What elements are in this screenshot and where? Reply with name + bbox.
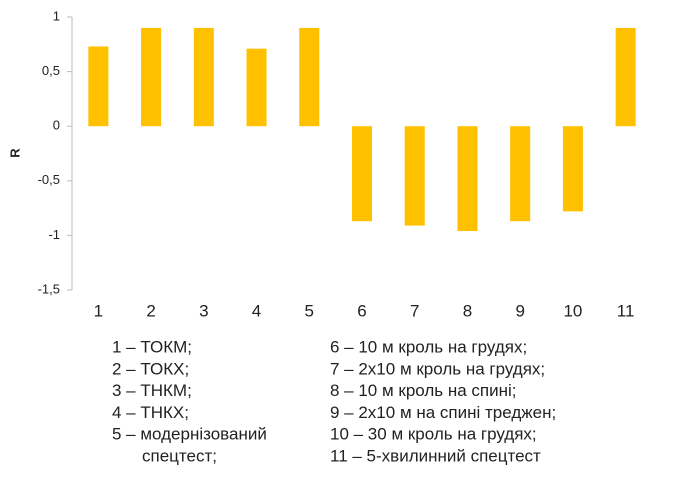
bar — [457, 126, 478, 232]
bar — [299, 27, 320, 127]
legend-note: 5 – модернізований — [112, 425, 267, 444]
bar — [510, 126, 531, 222]
y-tick-label: 0,5 — [42, 63, 60, 78]
legend-note: 8 – 10 м кроль на спині; — [330, 381, 517, 400]
legend-note: 3 – ТНКМ; — [112, 381, 192, 400]
legend-note: 2 – ТОКХ; — [112, 359, 189, 378]
legend-note: 4 – ТНКХ; — [112, 403, 189, 422]
legend-note: 7 – 2х10 м кроль на грудях; — [330, 359, 545, 378]
legend-note: 1 – ТОКМ; — [112, 337, 192, 356]
legend-note: спецтест; — [142, 446, 217, 465]
x-tick-label: 4 — [252, 301, 261, 320]
x-tick-label: 10 — [563, 301, 582, 320]
bar — [562, 126, 583, 212]
x-tick-label: 9 — [515, 301, 524, 320]
y-tick-label: -1 — [48, 227, 60, 242]
bar — [141, 27, 162, 127]
y-tick-label: 0 — [53, 118, 60, 133]
bar — [88, 46, 109, 127]
x-tick-label: 11 — [617, 301, 635, 320]
x-tick-label: 2 — [146, 301, 155, 320]
bar — [404, 126, 425, 226]
x-tick-label: 1 — [94, 301, 103, 320]
x-tick-label: 6 — [357, 301, 366, 320]
bar — [351, 126, 373, 222]
x-tick-label: 7 — [410, 301, 419, 320]
legend-note: 10 – 30 м кроль на грудях; — [330, 425, 537, 444]
y-tick-label: -1,5 — [38, 281, 60, 296]
x-tick-label: 5 — [305, 301, 314, 320]
x-tick-label: 8 — [463, 301, 472, 320]
legend-note: 6 – 10 м кроль на грудях; — [330, 337, 527, 356]
y-axis-label: R — [7, 148, 22, 158]
bar — [193, 27, 214, 127]
legend-note: 11 – 5-хвилинний спецтест — [330, 446, 541, 465]
legend-note: 9 – 2х10 м на спині треджен; — [330, 403, 556, 422]
y-tick-label: 1 — [53, 8, 60, 23]
bar — [246, 48, 267, 127]
bar — [615, 27, 636, 127]
y-tick-label: -0,5 — [38, 172, 60, 187]
x-tick-label: 3 — [199, 301, 208, 320]
